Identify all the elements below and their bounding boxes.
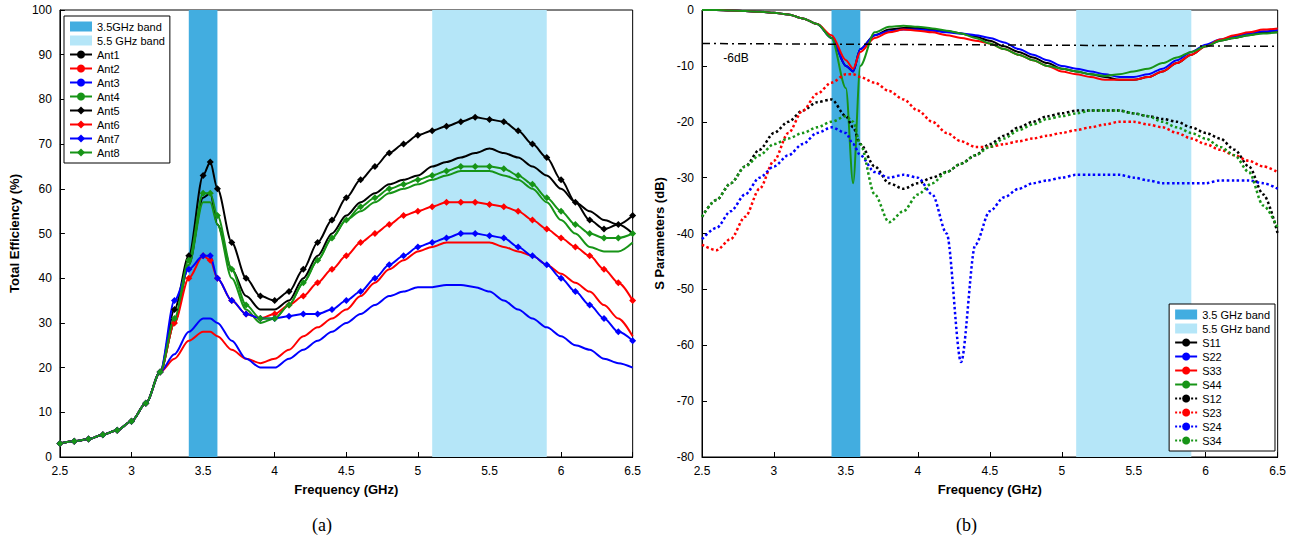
svg-text:0: 0	[687, 3, 694, 17]
svg-text:-40: -40	[677, 227, 695, 241]
svg-text:Ant3: Ant3	[97, 77, 120, 89]
svg-text:(b): (b)	[956, 515, 977, 536]
svg-text:3.5 GHz band: 3.5 GHz band	[1202, 309, 1270, 321]
svg-text:-80: -80	[677, 450, 695, 464]
svg-text:-70: -70	[677, 394, 695, 408]
svg-text:S24: S24	[1202, 421, 1222, 433]
svg-text:6.5: 6.5	[624, 464, 641, 478]
svg-text:-60: -60	[677, 338, 695, 352]
svg-text:100: 100	[32, 3, 52, 17]
svg-text:40: 40	[39, 271, 53, 285]
svg-text:S12: S12	[1202, 393, 1222, 405]
svg-text:S34: S34	[1202, 435, 1222, 447]
svg-text:2.5: 2.5	[694, 464, 711, 478]
svg-text:S22: S22	[1202, 351, 1222, 363]
svg-text:Total Efficiency (%): Total Efficiency (%)	[7, 174, 22, 293]
svg-text:20: 20	[39, 361, 53, 375]
svg-text:Ant6: Ant6	[97, 119, 120, 131]
svg-text:30: 30	[39, 316, 53, 330]
svg-text:-30: -30	[677, 171, 695, 185]
svg-text:3.5: 3.5	[195, 464, 212, 478]
svg-text:3.5GHz band: 3.5GHz band	[97, 21, 162, 33]
svg-text:S44: S44	[1202, 379, 1222, 391]
svg-text:3.5: 3.5	[838, 464, 855, 478]
svg-text:-10: -10	[677, 59, 695, 73]
svg-text:80: 80	[39, 92, 53, 106]
svg-text:5.5: 5.5	[481, 464, 498, 478]
svg-text:-50: -50	[677, 282, 695, 296]
svg-text:90: 90	[39, 48, 53, 62]
svg-text:S Parameters (dB): S Parameters (dB)	[652, 177, 667, 290]
svg-text:5: 5	[415, 464, 422, 478]
svg-text:S33: S33	[1202, 365, 1222, 377]
svg-text:S23: S23	[1202, 407, 1222, 419]
svg-text:4.5: 4.5	[981, 464, 998, 478]
svg-text:10: 10	[39, 405, 53, 419]
svg-text:3: 3	[771, 464, 778, 478]
svg-text:Ant7: Ant7	[97, 133, 120, 145]
svg-text:6: 6	[558, 464, 565, 478]
svg-text:60: 60	[39, 182, 53, 196]
svg-text:-20: -20	[677, 115, 695, 129]
svg-text:S11: S11	[1202, 337, 1221, 349]
svg-text:6: 6	[1202, 464, 1209, 478]
svg-text:0: 0	[45, 450, 52, 464]
svg-text:5.5 GHz band: 5.5 GHz band	[1202, 323, 1270, 335]
svg-text:5.5 GHz band: 5.5 GHz band	[97, 35, 165, 47]
svg-text:Ant4: Ant4	[97, 91, 120, 103]
svg-text:Frequency (GHz): Frequency (GHz)	[294, 482, 398, 497]
svg-text:70: 70	[39, 137, 53, 151]
svg-text:Ant2: Ant2	[97, 63, 120, 75]
svg-text:-6dB: -6dB	[723, 51, 748, 65]
svg-text:Ant8: Ant8	[97, 147, 120, 159]
svg-text:Ant5: Ant5	[97, 105, 120, 117]
svg-text:5: 5	[1058, 464, 1065, 478]
svg-text:4.5: 4.5	[338, 464, 355, 478]
svg-text:4: 4	[915, 464, 922, 478]
svg-text:Ant1: Ant1	[97, 49, 120, 61]
svg-text:5.5: 5.5	[1125, 464, 1142, 478]
svg-text:3: 3	[128, 464, 135, 478]
svg-text:50: 50	[39, 227, 53, 241]
svg-text:Frequency (GHz): Frequency (GHz)	[938, 482, 1042, 497]
svg-text:(a): (a)	[312, 515, 332, 536]
svg-text:4: 4	[271, 464, 278, 478]
svg-text:6.5: 6.5	[1269, 464, 1286, 478]
svg-text:2.5: 2.5	[52, 464, 69, 478]
